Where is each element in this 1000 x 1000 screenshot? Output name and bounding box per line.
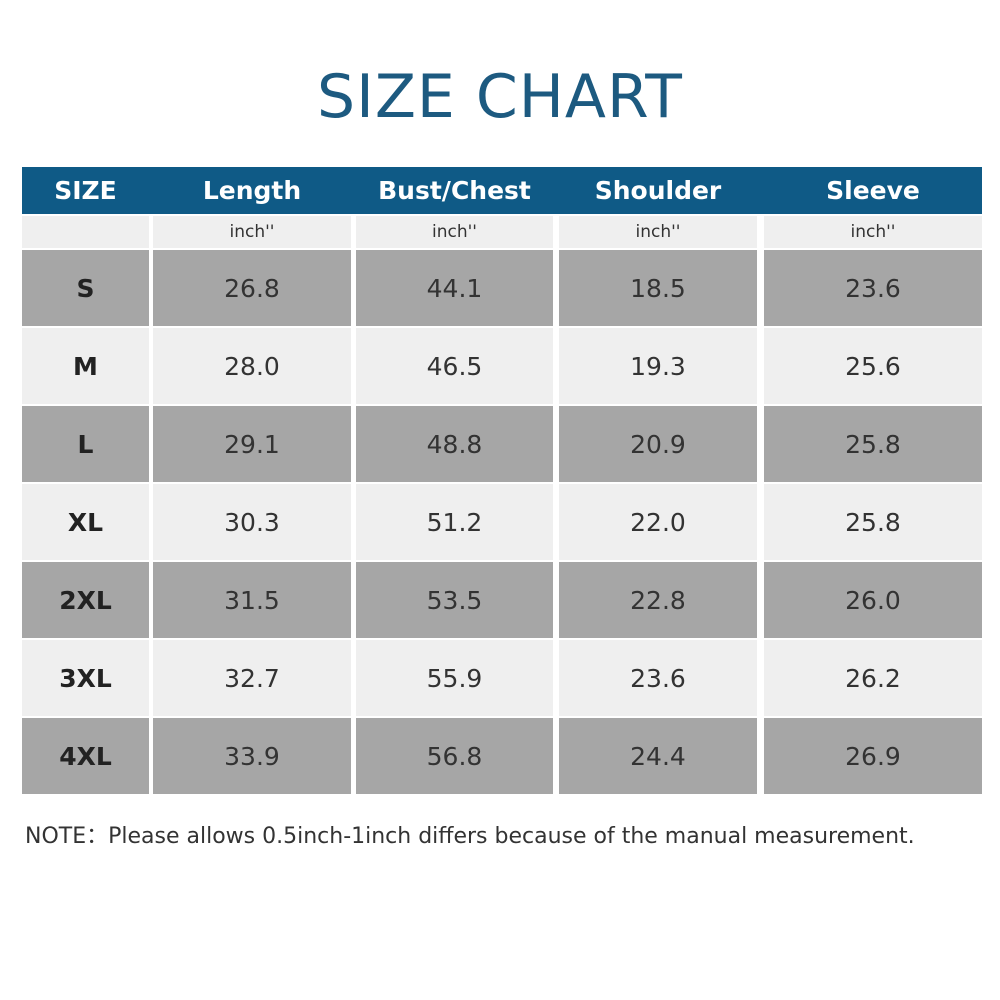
measurement: 22.8 xyxy=(559,562,757,638)
unit-cell: inch'' xyxy=(153,216,351,248)
measurement: 25.8 xyxy=(764,484,982,560)
measurement: 22.0 xyxy=(559,484,757,560)
size-label: S xyxy=(22,250,149,326)
unit-cell xyxy=(22,216,149,248)
measurement: 26.9 xyxy=(764,718,982,794)
measurement: 29.1 xyxy=(153,406,351,482)
size-label: 3XL xyxy=(22,640,149,716)
measurement: 55.9 xyxy=(356,640,553,716)
measurement: 31.5 xyxy=(153,562,351,638)
note: NOTE：Please allows 0.5inch-1inch differs… xyxy=(25,824,915,849)
unit-cell: inch'' xyxy=(559,216,757,248)
measurement: 53.5 xyxy=(356,562,553,638)
measurement: 25.8 xyxy=(764,406,982,482)
title: SIZE CHART xyxy=(317,62,683,132)
measurement: 25.6 xyxy=(764,328,982,404)
measurement: 46.5 xyxy=(356,328,553,404)
measurement: 26.2 xyxy=(764,640,982,716)
header-cell: Length xyxy=(202,176,302,205)
measurement: 28.0 xyxy=(153,328,351,404)
size-label: XL xyxy=(22,484,149,560)
header-cell: Bust/Chest xyxy=(378,176,531,205)
header-cell: Shoulder xyxy=(594,176,722,205)
measurement: 44.1 xyxy=(356,250,553,326)
size-label: 4XL xyxy=(22,718,149,794)
measurement: 32.7 xyxy=(153,640,351,716)
unit-cell: inch'' xyxy=(764,216,982,248)
measurement: 48.8 xyxy=(356,406,553,482)
measurement: 20.9 xyxy=(559,406,757,482)
measurement: 26.8 xyxy=(153,250,351,326)
measurement: 18.5 xyxy=(559,250,757,326)
measurement: 51.2 xyxy=(356,484,553,560)
size-label: M xyxy=(22,328,149,404)
header-bar xyxy=(22,167,982,214)
header-cell: Sleeve xyxy=(826,176,920,205)
measurement: 19.3 xyxy=(559,328,757,404)
measurement: 23.6 xyxy=(764,250,982,326)
measurement: 56.8 xyxy=(356,718,553,794)
measurement: 26.0 xyxy=(764,562,982,638)
unit-cell: inch'' xyxy=(356,216,553,248)
measurement: 30.3 xyxy=(153,484,351,560)
header-cell: SIZE xyxy=(54,176,117,205)
size-label: 2XL xyxy=(22,562,149,638)
size-label: L xyxy=(22,406,149,482)
measurement: 24.4 xyxy=(559,718,757,794)
measurement: 33.9 xyxy=(153,718,351,794)
measurement: 23.6 xyxy=(559,640,757,716)
